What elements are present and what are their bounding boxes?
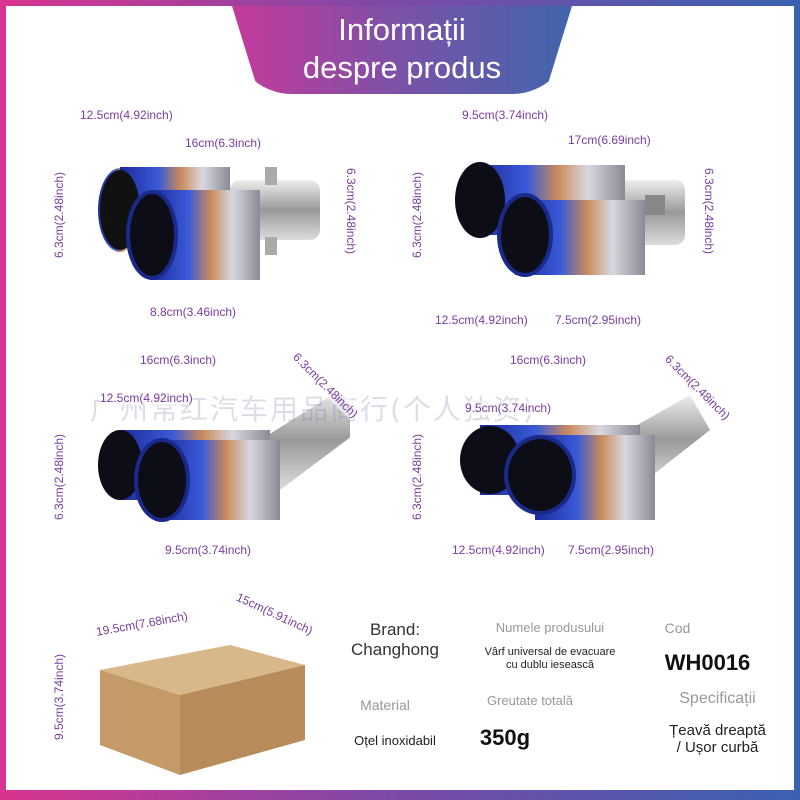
dimension-label: 6.3cm(2.48inch) — [52, 171, 66, 258]
exhaust-image-4 — [460, 395, 710, 520]
dimension-label: 16cm(6.3inch) — [185, 136, 262, 150]
brand-label: Brand: — [369, 620, 421, 639]
dimension-label: 16cm(6.3inch) — [140, 353, 217, 367]
spec-value-line-1: Țeavă dreaptă — [669, 722, 766, 739]
dimension-label: 12.5cm(4.92inch) — [435, 313, 528, 327]
packaging-box-image — [100, 645, 305, 775]
spec-label: Specificații — [679, 690, 756, 707]
dimension-label: 9.5cm(3.74inch) — [52, 653, 66, 740]
product-name-label: Numele produsului — [495, 620, 605, 635]
header-banner: Informații despre produs — [232, 6, 572, 94]
dimension-label: 6.3cm(2.48inch) — [344, 168, 358, 255]
dimension-label: 12.5cm(4.92inch) — [452, 543, 545, 557]
dimension-label: 12.5cm(4.92inch) — [80, 108, 173, 122]
dimension-label: 17cm(6.69inch) — [568, 133, 651, 147]
code-value: WH0016 — [664, 650, 751, 675]
dimension-label: 6.3cm(2.48inch) — [702, 168, 716, 255]
exhaust-image-3 — [98, 390, 350, 522]
dimension-label: 7.5cm(2.95inch) — [555, 313, 642, 327]
weight-value: 350g — [479, 725, 531, 750]
dimension-label: 7.5cm(2.95inch) — [568, 543, 655, 557]
spec-value: Țeavă dreaptă / Ușor curbă — [655, 722, 780, 756]
title-line-1: Informații — [338, 12, 466, 47]
dimension-label: 16cm(6.3inch) — [510, 353, 587, 367]
dimension-label: 6.3cm(2.48inch) — [52, 433, 66, 520]
spec-value-line-2: / Ușor curbă — [676, 739, 759, 756]
dimension-label: 6.3cm(2.48inch) — [410, 171, 424, 258]
dimension-label: 9.5cm(3.74inch) — [462, 108, 549, 122]
exhaust-image-1 — [98, 167, 320, 280]
dimension-label: 9.5cm(3.74inch) — [165, 543, 252, 557]
brand-field: Brand: Changhong — [325, 620, 465, 660]
dimension-label: 12.5cm(4.92inch) — [100, 391, 193, 405]
weight-label: Greutate totală — [487, 693, 573, 708]
dimension-label: 9.5cm(3.74inch) — [465, 401, 552, 415]
material-label: Material — [360, 697, 410, 713]
exhaust-image-2 — [455, 162, 685, 277]
code-label: Cod — [664, 620, 691, 636]
brand-value: Changhong — [351, 640, 439, 659]
dimension-label: 8.8cm(3.46inch) — [150, 305, 237, 319]
title-line-2: despre produs — [302, 50, 502, 85]
product-name-value: Vârf universal de evacuare cu dublu iese… — [484, 646, 616, 671]
material-value: Oțel inoxidabil — [354, 733, 436, 748]
dimension-label: 6.3cm(2.48inch) — [410, 433, 424, 520]
